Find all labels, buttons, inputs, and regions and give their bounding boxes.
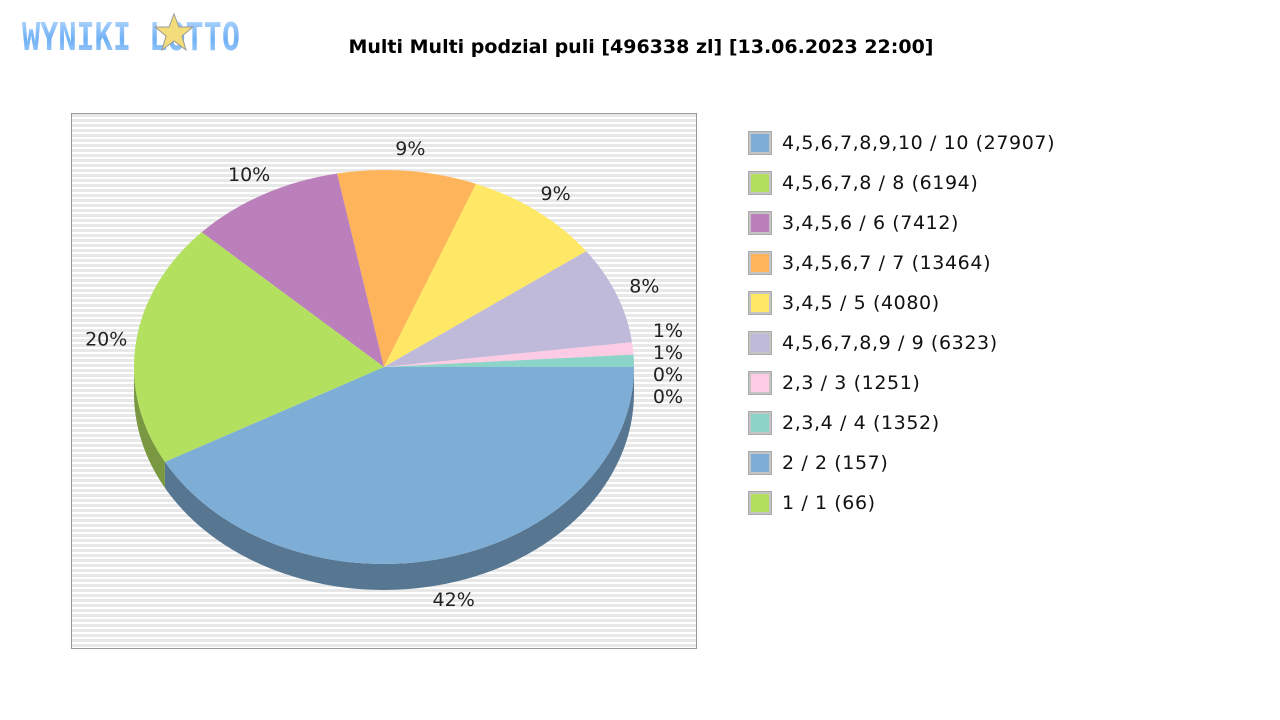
plot-area: 42% 20% 10% 9% 9% 8% 1% 1% 0% 0% [71, 113, 697, 649]
slice-percent-label: 10% [228, 164, 270, 186]
legend-label: 4,5,6,7,8 / 8 (6194) [782, 172, 979, 194]
slice-percent-label: 9% [395, 138, 425, 160]
legend-label: 1 / 1 (66) [782, 492, 876, 514]
legend-item: 3,4,5 / 5 (4080) [748, 283, 1055, 323]
slice-percent-label: 42% [433, 589, 475, 611]
legend-swatch [748, 291, 772, 315]
legend-swatch [748, 251, 772, 275]
pie-slice[interactable] [164, 367, 634, 565]
legend-label: 2,3,4 / 4 (1352) [782, 412, 940, 434]
legend-item: 3,4,5,6,7 / 7 (13464) [748, 243, 1055, 283]
pie-side-0 [164, 367, 634, 591]
pie-slice[interactable] [384, 183, 587, 367]
pie-slice[interactable] [384, 342, 634, 367]
legend-swatch [748, 211, 772, 235]
legend-item: 4,5,6,7,8,9 / 9 (6323) [748, 323, 1055, 363]
slice-percent-label: 0% [653, 364, 683, 386]
chart-title: Multi Multi podzial puli [496338 zl] [13… [348, 36, 934, 58]
legend-label: 3,4,5,6 / 6 (7412) [782, 212, 960, 234]
legend-swatch [748, 171, 772, 195]
slice-percent-label: 1% [653, 342, 683, 364]
legend-item: 2,3,4 / 4 (1352) [748, 403, 1055, 443]
legend-item: 2,3 / 3 (1251) [748, 363, 1055, 403]
legend-label: 2,3 / 3 (1251) [782, 372, 921, 394]
legend-label: 3,4,5,6,7 / 7 (13464) [782, 252, 992, 274]
legend-label: 3,4,5 / 5 (4080) [782, 292, 940, 314]
pie-chart: 42%20%10%9%9%8%1%1%0%0% [85, 138, 683, 611]
pie-slice[interactable] [384, 354, 634, 367]
slice-percent-label: 0% [653, 386, 683, 408]
slice-percent-label: 1% [653, 320, 683, 342]
slice-percent-label: 9% [541, 183, 571, 205]
legend-item: 2 / 2 (157) [748, 443, 1055, 483]
legend-label: 4,5,6,7,8,9,10 / 10 (27907) [782, 132, 1056, 154]
wyniki-lotto-logo: WYNIKI LOTTO [22, 12, 240, 58]
legend-item: 4,5,6,7,8,9,10 / 10 (27907) [748, 123, 1055, 163]
legend-item: 3,4,5,6 / 6 (7412) [748, 203, 1055, 243]
legend-swatch [748, 331, 772, 355]
legend-label: 2 / 2 (157) [782, 452, 889, 474]
legend-swatch [748, 131, 772, 155]
slice-percent-label: 8% [629, 275, 659, 297]
legend-label: 4,5,6,7,8,9 / 9 (6323) [782, 332, 998, 354]
legend-item: 1 / 1 (66) [748, 483, 1055, 523]
pie-slice[interactable] [201, 173, 384, 367]
pie-slice[interactable] [134, 232, 384, 462]
svg-text:WYNIKI LOTTO: WYNIKI LOTTO [22, 15, 240, 58]
legend-swatch [748, 411, 772, 435]
legend-swatch [748, 451, 772, 475]
slice-percent-label: 20% [85, 329, 127, 351]
pie-side-1 [134, 367, 165, 488]
pie-slice[interactable] [337, 170, 477, 367]
legend-item: 4,5,6,7,8 / 8 (6194) [748, 163, 1055, 203]
legend-swatch [748, 371, 772, 395]
pie-slice[interactable] [384, 251, 633, 367]
legend-swatch [748, 491, 772, 515]
legend: 4,5,6,7,8,9,10 / 10 (27907) 4,5,6,7,8 / 8… [748, 123, 1055, 523]
